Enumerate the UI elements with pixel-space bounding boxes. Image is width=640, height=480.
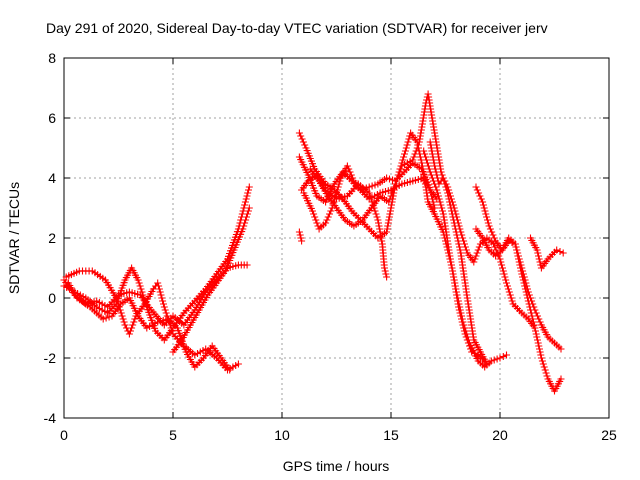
x-axis-label: GPS time / hours	[283, 458, 390, 474]
series-track-3	[60, 183, 253, 344]
plus-markers	[60, 183, 253, 344]
chart-title: Day 291 of 2020, Sidereal Day-to-day VTE…	[46, 20, 548, 36]
series-track-6	[295, 228, 306, 245]
plus-markers	[420, 147, 510, 371]
plus-markers	[169, 204, 253, 356]
y-tick-label: 0	[48, 290, 56, 306]
plus-markers	[295, 153, 439, 212]
series-track-8	[295, 153, 439, 212]
axis-ticks: 0 5 10 15 20 25 -4 -2 0 2 4 6 8	[44, 50, 617, 443]
y-tick-label: 6	[48, 110, 56, 126]
grid-lines	[64, 58, 609, 418]
series-track-15	[472, 225, 565, 395]
y-tick-label: 2	[48, 230, 56, 246]
series-track-5	[169, 204, 253, 356]
data-series	[60, 90, 567, 395]
series-track-12	[420, 147, 510, 371]
plus-markers	[295, 228, 306, 245]
y-tick-label: 4	[48, 170, 56, 186]
y-tick-label: -2	[44, 350, 57, 366]
x-tick-label: 5	[169, 427, 177, 443]
x-tick-label: 20	[492, 427, 508, 443]
y-axis-label: SDTVAR / TECUs	[6, 182, 22, 294]
x-tick-label: 15	[383, 427, 399, 443]
plus-markers	[64, 279, 234, 374]
y-tick-label: -4	[44, 410, 57, 426]
x-tick-label: 10	[274, 427, 290, 443]
series-track-11	[306, 129, 489, 365]
series-track-4	[64, 279, 234, 374]
series-track-16	[527, 234, 567, 272]
x-tick-label: 25	[601, 427, 617, 443]
y-tick-label: 8	[48, 50, 56, 66]
plus-markers	[472, 225, 565, 395]
x-tick-label: 0	[60, 427, 68, 443]
plus-markers	[527, 234, 567, 272]
